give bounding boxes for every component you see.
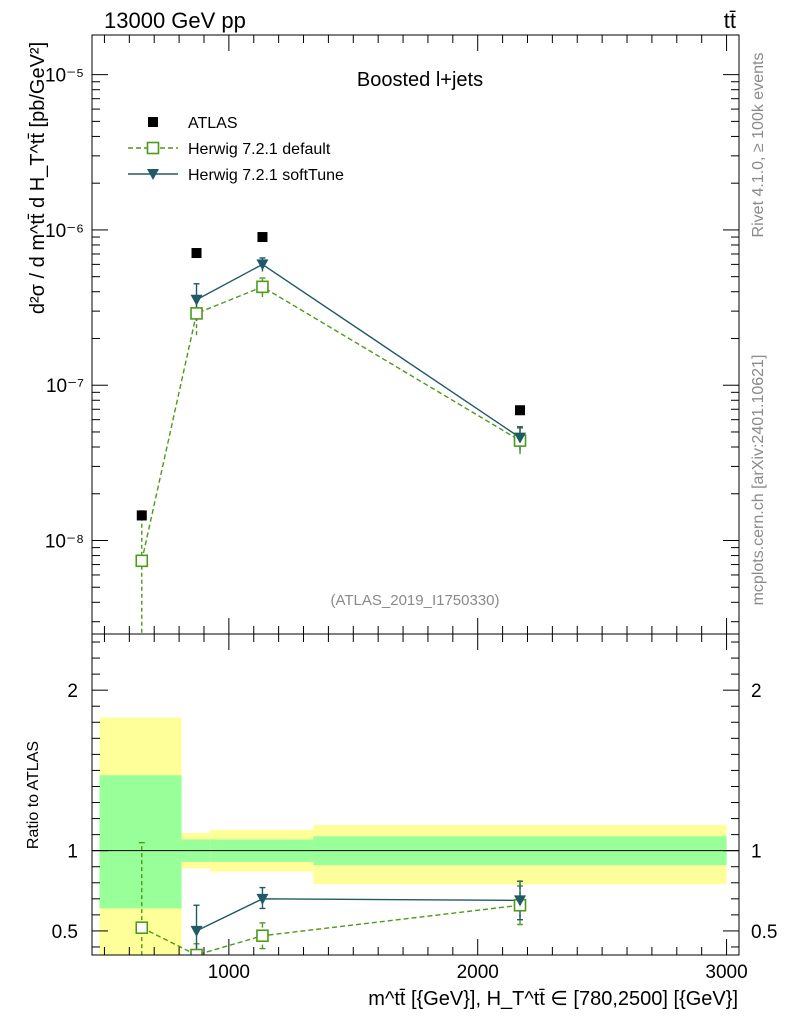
x-tick-label: 2000 — [457, 962, 499, 983]
legend-marker-atlas — [148, 117, 158, 127]
ratio-y-axis-label: Ratio to ATLAS — [25, 741, 42, 849]
main-point-atlas — [515, 405, 526, 416]
ratio-panel: 0.5 0.5 1 1 2 2 1000 2000 3000 Ratio to ATLAS m^… — [25, 633, 777, 1010]
legend-marker-herwig-7-2-1-default — [146, 141, 160, 155]
main-point-herwig-7-2-1-softtune — [514, 432, 527, 444]
ratio-axis-ticks: 0.5 0.5 1 1 2 2 1000 2000 3000 — [52, 634, 777, 983]
main-y-tick-label: 10⁻⁶ — [45, 221, 84, 242]
x-axis-label: m^tt̄ [{GeV}], H_T^tt̄ ∈ [780,2500] [{Ge… — [368, 988, 738, 1010]
main-y-axis-label: d²σ / d m^tt̄ d H_T^tt̄ [pb/GeV²] — [27, 42, 49, 314]
main-y-tick-label: 10⁻⁵ — [45, 66, 84, 87]
ratio-uncertainty-bands — [99, 717, 727, 955]
ratio-y-tick-label-right: 0.5 — [751, 922, 777, 943]
ratio-frame — [91, 633, 740, 956]
main-line-herwig-7-2-1-softtune — [196, 263, 521, 439]
main-title: Boosted l+jets — [357, 69, 483, 91]
main-point-herwig-7-2-1-default — [135, 554, 149, 568]
energy-label: 13000 GeV pp — [104, 8, 246, 33]
x-tick-label: 3000 — [705, 962, 747, 983]
main-point-herwig-7-2-1-default — [190, 307, 203, 320]
ratio-markers — [135, 893, 527, 955]
main-point-herwig-7-2-1-softtune — [256, 259, 269, 271]
legend: ATLAS Herwig 7.2.1 default Herwig 7.2.1 so… — [128, 115, 344, 184]
rivet-version-label: Rivet 4.1.0, ≥ 100k events — [750, 53, 767, 238]
ratio-y-tick-label-right: 2 — [751, 681, 762, 702]
legend-label-herwig-7-2-1-default: Herwig 7.2.1 default — [188, 141, 331, 158]
ratio-stat-band — [99, 775, 182, 909]
ratio-y-tick-label-left: 2 — [67, 681, 78, 702]
main-axis-ticks: 10⁻⁸ 10⁻⁷ 10⁻⁶ 10⁻⁵ — [45, 35, 739, 634]
main-y-tick-label: 10⁻⁷ — [46, 376, 84, 397]
ratio-point-herwig-7-2-1-softtune — [514, 895, 527, 907]
ratio-point-herwig-7-2-1-softtune — [190, 925, 203, 937]
legend-label-atlas: ATLAS — [188, 115, 238, 132]
ratio-point-herwig-7-2-1-default — [256, 929, 269, 943]
main-point-herwig-7-2-1-default — [256, 280, 269, 294]
ratio-line-herwig-7-2-1-default — [141, 904, 521, 955]
ratio-y-tick-label-left: 0.5 — [52, 922, 78, 943]
main-panel: 10⁻⁸ 10⁻⁷ 10⁻⁶ 10⁻⁵ Boosted l+jets (ATLAS_2… — [27, 34, 740, 635]
analysis-id-label: (ATLAS_2019_I1750330) — [330, 592, 499, 609]
legend-label-herwig-7-2-1-softtune: Herwig 7.2.1 softTune — [188, 167, 344, 184]
legend-marker-herwig-7-2-1-softtune — [147, 169, 159, 180]
process-label: tt̄ — [724, 8, 736, 33]
main-point-atlas — [191, 248, 202, 259]
main-line-herwig-7-2-1-default — [141, 286, 521, 561]
ratio-line-herwig-7-2-1-softtune — [196, 898, 521, 932]
ratio-point-herwig-7-2-1-softtune — [256, 893, 269, 905]
ratio-point-herwig-7-2-1-default — [190, 948, 203, 955]
mcplots-label: mcplots.cern.ch [arXiv:2401.10621] — [750, 355, 767, 606]
main-error-bars — [138, 257, 524, 634]
ratio-point-herwig-7-2-1-default — [135, 921, 149, 935]
main-point-atlas — [136, 510, 147, 521]
x-tick-label: 1000 — [208, 962, 250, 983]
ratio-y-tick-label-right: 1 — [751, 842, 762, 863]
main-point-atlas — [257, 232, 268, 243]
main-markers — [135, 232, 527, 568]
ratio-y-tick-label-left: 1 — [67, 842, 78, 863]
main-point-herwig-7-2-1-softtune — [190, 294, 203, 306]
main-y-tick-label: 10⁻⁸ — [45, 532, 84, 553]
